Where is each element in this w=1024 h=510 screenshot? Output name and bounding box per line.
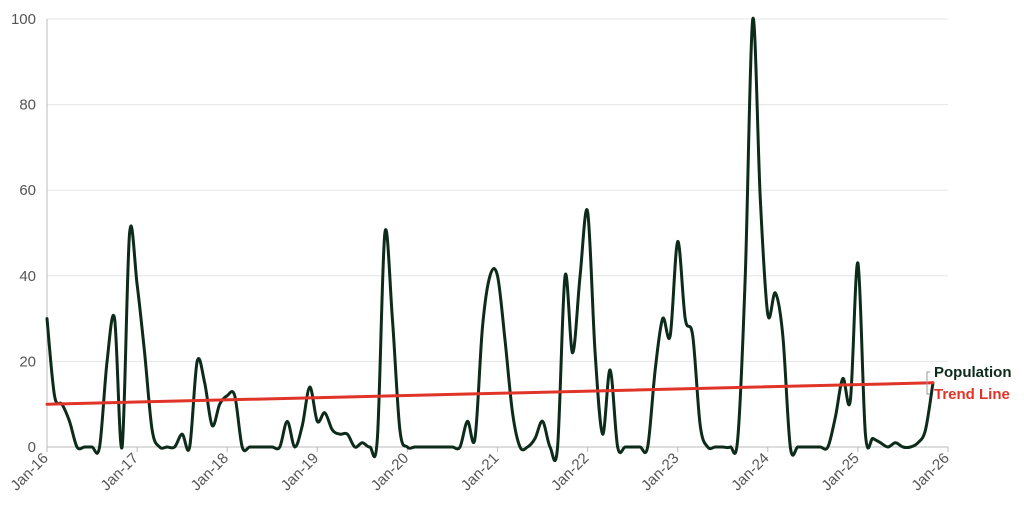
legend-label-trend-line: Trend Line: [934, 386, 1010, 403]
x-tick-label: Jan-17: [97, 450, 141, 494]
y-tick-label: 60: [19, 182, 36, 199]
x-tick-label: Jan-19: [278, 450, 322, 494]
gridlines: [47, 18, 948, 448]
x-tick-labels: Jan-16 Jan-17 Jan-18 Jan-19 Jan-20 Jan-21 Jan-…: [7, 450, 952, 494]
legend: Population Trend Line: [926, 364, 1012, 403]
y-tick-label: 80: [19, 97, 36, 114]
y-tick-label: 0: [28, 439, 36, 456]
x-tick-label: Jan-21: [458, 450, 502, 494]
series-line-population: [45, 16, 935, 463]
x-tick-label: Jan-16: [7, 450, 51, 494]
x-tick-label: Jan-18: [188, 450, 232, 494]
legend-connector: [926, 371, 930, 395]
legend-label-population: Population: [934, 364, 1012, 381]
x-tick-label: Jan-22: [548, 450, 592, 494]
series-line-trend-line: [45, 381, 935, 406]
y-tick-label: 20: [19, 353, 36, 370]
y-tick-labels: 0 20 40 60 80 100: [11, 11, 36, 456]
x-tick-label: Jan-25: [818, 450, 862, 494]
y-tick-label: 100: [11, 11, 36, 28]
series-lines: [45, 16, 935, 463]
x-tick-label: Jan-24: [728, 450, 772, 494]
y-tick-label: 40: [19, 268, 36, 285]
x-tick-label: Jan-23: [638, 450, 682, 494]
x-tick-label: Jan-26: [908, 450, 952, 494]
